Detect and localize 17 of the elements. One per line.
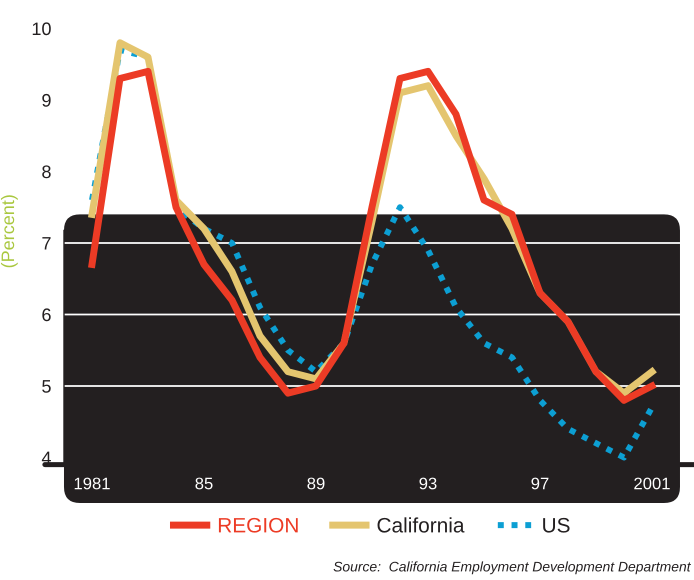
legend-label: California <box>378 517 464 533</box>
source-note: Source: California Employment Development Department <box>334 561 692 574</box>
y-tick-label: 7 <box>42 237 51 250</box>
y-axis-title: (Percent) <box>0 195 18 268</box>
x-tick-label: 93 <box>419 478 437 490</box>
x-tick-label: 1981 <box>74 478 110 490</box>
y-tick-label: 5 <box>42 380 51 393</box>
y-tick-label: 9 <box>42 94 51 107</box>
y-tick-label: 6 <box>42 308 51 322</box>
y-tick-label: 10 <box>32 22 51 36</box>
x-tick-label: 89 <box>307 478 324 490</box>
legend-label: REGION <box>218 518 298 533</box>
legend-label: US <box>543 518 570 533</box>
y-tick-label: 8 <box>42 165 51 178</box>
x-tick-label: 97 <box>531 478 548 490</box>
x-tick-label: 85 <box>195 478 213 490</box>
x-tick-label: 2001 <box>634 478 670 490</box>
